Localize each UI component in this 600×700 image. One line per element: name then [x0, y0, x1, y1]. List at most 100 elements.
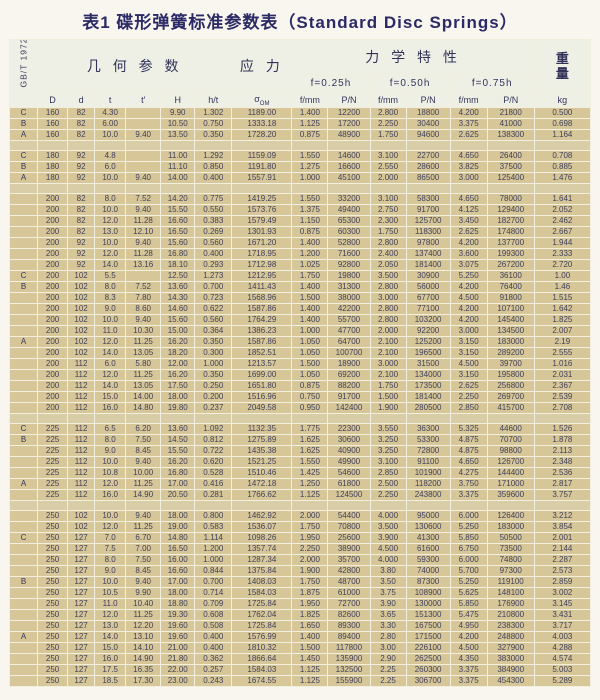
table-cell: 1472.18 — [231, 478, 293, 490]
table-cell: 125700 — [405, 215, 451, 227]
table-cell: 0.560 — [194, 237, 233, 249]
table-cell: 0.400 — [194, 631, 233, 643]
table-cell: 61800 — [327, 478, 371, 490]
series-class-cell — [8, 248, 39, 260]
table-cell: 1.625 — [291, 445, 329, 457]
table-cell: 200 — [37, 204, 69, 216]
group-gap-row — [8, 500, 592, 511]
series-class-cell: A — [8, 478, 39, 490]
table-cell: 1.476 — [533, 172, 592, 184]
table-cell: 127 — [67, 543, 96, 555]
table-cell: 181400 — [405, 391, 451, 403]
table-cell: 10.0 — [94, 510, 127, 522]
table-cell: 112 — [67, 467, 96, 479]
table-cell: 50500 — [486, 532, 535, 544]
table-row: C 250 127 7.0 6.70 14.80 1.114 1098.26 1.950 2560… — [8, 532, 592, 544]
table-cell: 16.35 — [125, 664, 162, 676]
table-cell: 102 — [67, 270, 96, 282]
table-cell: 1.164 — [533, 129, 592, 141]
table-cell: 10.0 — [94, 172, 127, 184]
series-class-cell — [8, 391, 39, 403]
table-cell: 61600 — [405, 543, 451, 555]
table-cell: 38900 — [327, 543, 371, 555]
series-class-cell: B — [8, 161, 39, 173]
table-cell: 0.508 — [194, 620, 233, 632]
series-class-cell — [8, 358, 39, 370]
table-header: GB/T 1972 几 何 参 数 应 力 力 学 特 性 重 量 f=0.25… — [8, 39, 592, 108]
table-cell: 1699.00 — [231, 369, 293, 381]
table-cell: 3.500 — [369, 521, 407, 533]
table-cell: 2.555 — [533, 347, 592, 359]
table-cell: 250 — [37, 521, 69, 533]
table-cell: 9.40 — [125, 129, 162, 141]
table-cell: 112 — [67, 489, 96, 501]
gap-cell — [231, 183, 293, 194]
series-class-cell: B — [8, 281, 39, 293]
table-cell: 16.0 — [94, 489, 127, 501]
table-cell: 5.850 — [449, 532, 488, 544]
table-row: 250 127 15.0 14.10 21.00 0.400 1810.32 1.500 117… — [8, 642, 592, 654]
table-cell: 2.800 — [369, 107, 407, 119]
table-cell: 4.288 — [533, 642, 592, 654]
gap-cell — [94, 500, 127, 511]
table-cell: 200 — [37, 281, 69, 293]
table-cell: 16600 — [327, 161, 371, 173]
table-cell: 1.950 — [291, 532, 329, 544]
table-cell: 11.28 — [125, 215, 162, 227]
table-row: 200 102 8.3 7.80 14.30 0.723 1568.96 1.500 38000… — [8, 292, 592, 304]
table-cell: 1.050 — [291, 347, 329, 359]
table-cell: 4.500 — [369, 543, 407, 555]
table-cell: 127 — [67, 587, 96, 599]
table-cell: 112 — [67, 358, 96, 370]
series-class-cell: A — [8, 172, 39, 184]
table-cell: 173500 — [405, 380, 451, 392]
table-cell: 17.50 — [160, 380, 196, 392]
table-row: A 200 102 12.0 11.25 16.20 0.350 1587.86 1.050 64… — [8, 336, 592, 348]
series-class-cell — [8, 325, 39, 337]
table-cell: 0.583 — [194, 521, 233, 533]
table-cell: 1.500 — [369, 391, 407, 403]
table-cell: 13.10 — [125, 631, 162, 643]
table-row: 250 127 17.5 16.35 22.00 0.257 1584.03 1.125 132… — [8, 664, 592, 676]
table-cell: 10.0 — [94, 237, 127, 249]
table-cell: 39700 — [486, 358, 535, 370]
gap-cell — [67, 500, 96, 511]
table-cell: 225 — [37, 467, 69, 479]
table-cell: 5.5 — [94, 270, 127, 282]
table-cell: 1557.91 — [231, 172, 293, 184]
gap-cell — [369, 413, 407, 424]
table-cell: 3.65 — [369, 609, 407, 621]
table-cell: 4.000 — [369, 554, 407, 566]
mechanical-header: 力 学 特 性 — [291, 39, 535, 75]
table-cell: 92200 — [405, 325, 451, 337]
table-cell: 41000 — [486, 118, 535, 130]
table-cell: 1.400 — [291, 314, 329, 326]
table-row: 250 127 10.5 9.90 18.00 0.714 1584.03 1.875 6100… — [8, 587, 592, 599]
table-cell: 127 — [67, 554, 96, 566]
series-class-cell — [8, 554, 39, 566]
table-cell: 82 — [67, 129, 96, 141]
table-cell: 1.550 — [291, 456, 329, 468]
table-cell: 250 — [37, 653, 69, 665]
table-cell: 112 — [67, 369, 96, 381]
table-cell: 0.269 — [194, 226, 233, 238]
table-cell: 14.0 — [94, 259, 127, 271]
table-cell: 0.750 — [291, 391, 329, 403]
series-class-cell — [8, 521, 39, 533]
table-cell: 226100 — [405, 642, 451, 654]
table-cell: 1.950 — [291, 598, 329, 610]
table-cell: 127 — [67, 609, 96, 621]
series-class-cell — [8, 369, 39, 381]
table-cell: 5.250 — [449, 576, 488, 588]
table-cell: 16.50 — [160, 543, 196, 555]
table-cell: 102 — [67, 303, 96, 315]
table-cell: 0.293 — [194, 259, 233, 271]
table-cell: 91100 — [405, 456, 451, 468]
table-cell: 1.000 — [291, 172, 329, 184]
gap-cell — [486, 500, 535, 511]
table-cell: 12.0 — [94, 521, 127, 533]
weight-header: 重 量 — [533, 39, 592, 93]
table-cell: 82 — [67, 193, 96, 205]
table-cell: 19.00 — [160, 521, 196, 533]
table-cell: 15.60 — [160, 314, 196, 326]
